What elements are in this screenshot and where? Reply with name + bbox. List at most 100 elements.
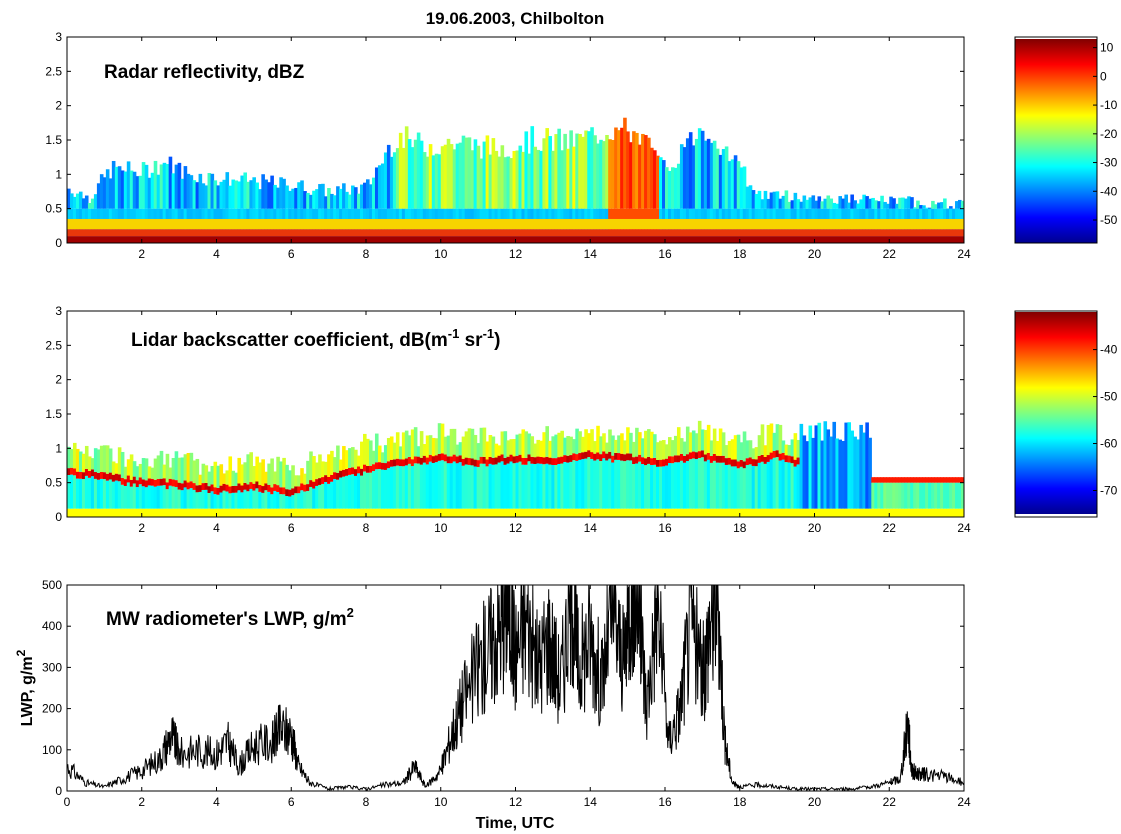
lidar-cell-below <box>318 484 322 509</box>
radar-cell-cloud <box>521 151 526 209</box>
lidar-cell-below <box>473 466 478 509</box>
lidar-cell-base <box>500 454 505 462</box>
lidar-cell-above <box>342 446 346 470</box>
lidar-cell-aerosol <box>850 430 854 509</box>
lidar-cell-above <box>312 456 316 482</box>
lidar-cell-base <box>144 480 149 488</box>
lidar-cell-above <box>315 462 319 480</box>
lidar-cell-below <box>557 463 561 509</box>
lidar-cell-below <box>509 461 514 509</box>
lidar-cell-base <box>99 472 104 479</box>
lidar-cell-layer <box>916 477 920 483</box>
lidar-cell-above <box>673 435 678 456</box>
radar-cell-cloud <box>437 154 442 209</box>
lidar-cell-below <box>626 460 630 509</box>
lidar-cell-above <box>192 460 197 484</box>
radar-cell-cloud <box>485 135 490 209</box>
radar-cell-cloud <box>784 190 789 209</box>
lidar-cell-above <box>718 428 723 456</box>
radar-cell-cloud <box>838 196 843 209</box>
colorbar-tick-label: -70 <box>1100 484 1118 498</box>
lidar-cell-above <box>518 433 523 455</box>
lidar-cell-below <box>685 461 690 509</box>
lidar-cell-base <box>141 479 146 487</box>
lidar-cell-below <box>303 491 307 509</box>
lidar-cell-below <box>703 461 708 509</box>
radar-cell-cloud <box>222 179 227 209</box>
lidar-cell-above <box>156 455 161 479</box>
radar-cell-cloud <box>913 207 917 209</box>
lidar-cell-above <box>497 445 502 456</box>
lidar-cell-below <box>706 459 711 509</box>
lidar-cell-base <box>165 482 170 490</box>
radar-cell-cloud <box>324 196 328 209</box>
lidar-cell-above <box>345 450 349 469</box>
lidar-cell-above <box>279 461 283 488</box>
lidar-cell-base <box>225 484 230 492</box>
lidar-cell-aerosol <box>835 438 840 509</box>
lidar-cell-base <box>273 484 277 491</box>
lidar-cell-above <box>87 456 92 471</box>
lidar-cell-below <box>120 484 125 509</box>
lidar-cell-above <box>620 433 624 454</box>
lidar-cell-base <box>488 456 493 464</box>
lidar-cell-base <box>691 451 696 459</box>
lidar-cell-below <box>165 489 170 509</box>
lidar-cell-base <box>626 453 630 461</box>
lidar-cell-below <box>270 494 274 509</box>
lidar-cell-above <box>443 436 448 455</box>
lidar-cell-above <box>515 434 520 456</box>
lwp-panel-label: MW radiometer's LWP, g/m2 <box>106 605 354 630</box>
lidar-cell-layer <box>892 477 896 483</box>
lidar-cell-above <box>593 441 597 454</box>
lidar-cell-above <box>404 430 409 459</box>
lidar-cell-below <box>464 464 469 509</box>
lidar-cell-base <box>751 459 756 466</box>
lidar-cell-below <box>210 491 215 509</box>
radar-cell-cloud <box>386 144 391 209</box>
lidar-cell-above <box>90 458 95 470</box>
lidar-cell-above <box>644 430 648 459</box>
lidar-cell-below <box>629 460 633 509</box>
lidar-cell-above <box>632 441 636 458</box>
radar-cell-cloud <box>653 150 657 209</box>
radar-cell-cloud <box>422 152 427 209</box>
lidar-cell-below <box>673 462 678 509</box>
lidar-cell-base <box>303 484 307 492</box>
lidar-cell-above <box>470 428 475 459</box>
lidar-cell-base <box>327 476 331 484</box>
radar-cell-cloud <box>862 194 866 209</box>
radar-cell-cloud <box>626 131 630 209</box>
lidar-cell-below <box>730 466 735 509</box>
lidar-cell-layer <box>949 477 953 483</box>
lidar-cell-aerosol <box>820 440 825 509</box>
radar-cell-cloud <box>503 157 508 209</box>
lidar-cell-below <box>715 462 720 509</box>
radar-cell-cloud <box>647 137 651 209</box>
lidar-cell-below <box>99 478 104 509</box>
lidar-cell-below <box>763 463 768 509</box>
lidar-cell-below <box>156 485 161 509</box>
lidar-cell-below <box>656 466 660 509</box>
radar-cell-cloud <box>650 147 654 209</box>
lidar-cell-aerosol <box>868 437 872 509</box>
lidar-cell-base <box>132 476 137 484</box>
lidar-cell-below <box>745 465 750 509</box>
lidar-cell-below <box>261 492 265 509</box>
lidar-cell-base <box>207 486 212 493</box>
lidar-cell-base <box>348 467 352 475</box>
lidar-cell-above <box>587 433 591 451</box>
lidar-cell-above <box>183 454 188 481</box>
lidar-cell-base <box>560 456 564 464</box>
radar-cell-cloud <box>775 191 780 209</box>
radar-cell-cloud <box>168 156 173 209</box>
radar-cell-cloud <box>407 139 412 209</box>
lidar-cell-below <box>796 464 801 509</box>
radar-cell-cloud <box>667 170 672 209</box>
radar-cell-cloud <box>659 157 663 209</box>
lidar-cell-above <box>348 448 352 468</box>
lidar-cell-below <box>93 478 98 509</box>
lidar-cell-below <box>377 469 382 509</box>
radar-cell-cloud <box>342 183 346 209</box>
lidar-cell-above <box>324 461 328 476</box>
